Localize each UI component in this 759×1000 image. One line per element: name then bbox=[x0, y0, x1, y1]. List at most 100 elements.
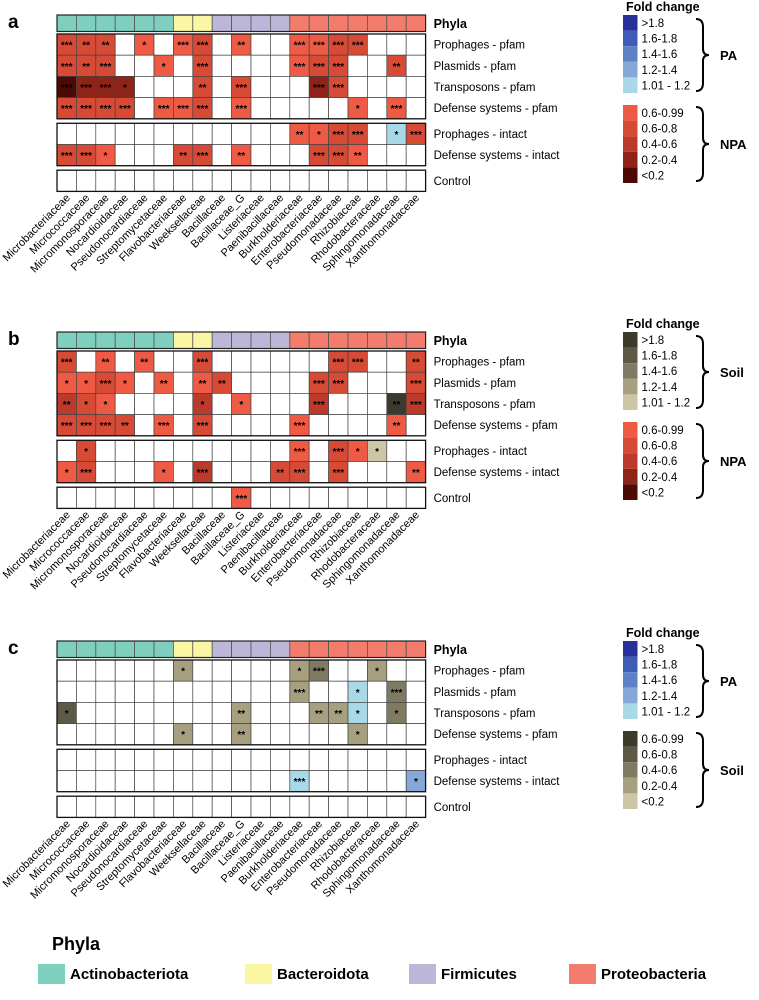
significance-label: * bbox=[65, 379, 69, 390]
heat-cell bbox=[270, 33, 291, 56]
heat-cell bbox=[367, 33, 388, 56]
significance-label: *** bbox=[332, 151, 344, 162]
heat-cell bbox=[386, 76, 407, 98]
heat-cell bbox=[56, 659, 77, 682]
heat-cell bbox=[231, 122, 252, 145]
heat-cell bbox=[114, 33, 135, 56]
phylum-cell bbox=[405, 14, 427, 32]
heat-cell bbox=[250, 54, 271, 77]
heat-cell bbox=[270, 414, 291, 437]
group-border bbox=[56, 122, 427, 167]
heat-cell bbox=[386, 795, 407, 818]
heat-cell bbox=[308, 97, 329, 120]
phylum-cell bbox=[95, 331, 116, 349]
phylum-cell bbox=[153, 14, 174, 32]
significance-label: *** bbox=[332, 468, 344, 479]
heat-cell bbox=[231, 748, 252, 771]
phylum-cell bbox=[366, 14, 388, 32]
phylum-cell bbox=[250, 331, 271, 349]
significance-label: *** bbox=[294, 468, 306, 479]
heat-cell bbox=[56, 122, 77, 145]
legend-swatch bbox=[623, 656, 638, 673]
heat-cell bbox=[270, 393, 291, 415]
heat-cell bbox=[134, 461, 155, 484]
heat-cell bbox=[386, 770, 407, 793]
significance-label: *** bbox=[61, 421, 73, 432]
legend-title: Fold change bbox=[626, 0, 700, 14]
legend-swatch bbox=[623, 746, 638, 763]
phylum-legend-swatch bbox=[245, 964, 272, 984]
phylum-cell bbox=[231, 331, 252, 349]
heat-cell bbox=[211, 702, 232, 724]
heat-cell bbox=[173, 169, 194, 192]
heat-cell bbox=[153, 169, 174, 192]
heat-cell bbox=[270, 76, 291, 98]
group-border bbox=[56, 169, 427, 193]
heat-cell bbox=[367, 169, 388, 192]
legend-brace bbox=[695, 732, 710, 808]
significance-label: * bbox=[65, 468, 69, 479]
significance-label: ** bbox=[354, 151, 362, 162]
heat-cell bbox=[328, 97, 349, 120]
legend-label: 1.2-1.4 bbox=[642, 382, 678, 394]
heat-cell bbox=[56, 723, 77, 746]
heat-cell bbox=[173, 54, 194, 77]
heat-cell bbox=[386, 439, 407, 462]
heat-cell bbox=[211, 97, 232, 120]
legend-brace bbox=[695, 18, 710, 92]
heat-cell bbox=[95, 748, 116, 771]
heat-cell bbox=[134, 393, 155, 415]
heat-cell bbox=[76, 659, 97, 682]
significance-label: *** bbox=[352, 358, 364, 369]
legend-swatch bbox=[623, 378, 638, 395]
heat-cell bbox=[308, 414, 329, 437]
heat-cell bbox=[386, 723, 407, 746]
group-border bbox=[56, 33, 427, 120]
heat-cell bbox=[192, 659, 213, 682]
heat-cell bbox=[153, 770, 174, 793]
heat-cell bbox=[289, 393, 310, 415]
heat-cell bbox=[56, 486, 77, 509]
heat-cell bbox=[270, 122, 291, 145]
significance-label: *** bbox=[158, 421, 170, 432]
significance-label: ** bbox=[102, 41, 110, 52]
panel-c: c Phyla* * *** * Prophages - pfam*** * *** Plasm… bbox=[1, 638, 561, 901]
significance-label: *** bbox=[197, 62, 209, 73]
phylum-cell bbox=[192, 14, 213, 32]
legend-label: 0.4-0.6 bbox=[642, 456, 678, 468]
group-border bbox=[56, 748, 427, 793]
heat-cell bbox=[95, 439, 116, 462]
significance-label: *** bbox=[410, 400, 422, 411]
row-label: Defense systems - intact bbox=[434, 776, 561, 788]
heat-cell bbox=[250, 350, 271, 373]
heat-cell bbox=[153, 680, 174, 703]
heat-cell bbox=[211, 461, 232, 484]
legend-brace bbox=[695, 335, 710, 409]
heat-cell bbox=[367, 350, 388, 373]
significance-label: *** bbox=[410, 379, 422, 390]
heat-cell bbox=[95, 795, 116, 818]
legend-brace bbox=[695, 644, 710, 718]
row-label: Plasmids - pfam bbox=[434, 687, 516, 699]
heat-cell bbox=[56, 748, 77, 771]
heat-cell bbox=[95, 702, 116, 724]
heat-cell bbox=[250, 723, 271, 746]
significance-label: * bbox=[356, 447, 360, 458]
significance-label: ** bbox=[102, 358, 110, 369]
significance-label: *** bbox=[61, 62, 73, 73]
heat-cell bbox=[134, 659, 155, 682]
heat-cell bbox=[405, 659, 426, 682]
heat-cell bbox=[405, 795, 426, 818]
significance-label: ** bbox=[276, 468, 284, 479]
heat-cell bbox=[367, 144, 388, 167]
heat-cell bbox=[192, 702, 213, 724]
heat-cell bbox=[114, 122, 135, 145]
heat-cell bbox=[153, 350, 174, 373]
phylum-cell bbox=[366, 331, 388, 349]
legend-swatch bbox=[623, 437, 638, 454]
phylum-cell bbox=[231, 640, 252, 658]
heat-cell bbox=[367, 486, 388, 509]
significance-label: *** bbox=[61, 41, 73, 52]
heat-cell bbox=[173, 393, 194, 415]
heat-cell bbox=[153, 439, 174, 462]
